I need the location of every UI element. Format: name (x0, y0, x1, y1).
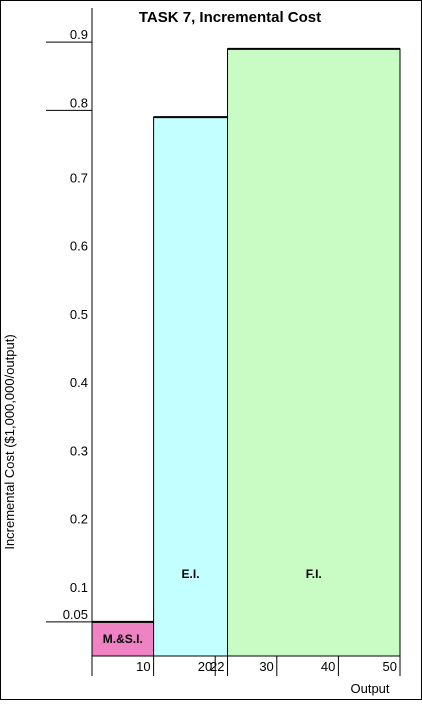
bar-label-1: E.I. (182, 567, 200, 581)
y-tick-label-0: 0.05 (63, 607, 88, 622)
y-tick-label-7: 0.7 (70, 171, 88, 186)
y-tick-label-8: 0.8 (70, 95, 88, 110)
y-tick-label-4: 0.4 (70, 375, 88, 390)
x-axis-label: Output (350, 681, 389, 696)
y-tick-label-3: 0.3 (70, 443, 88, 458)
y-tick-label-5: 0.5 (70, 307, 88, 322)
x-tick-label-0: 10 (136, 659, 150, 674)
bars-group: M.&S.I. E.I. F.I. (91, 48, 401, 657)
x-tick-label-2: 22 (210, 659, 224, 674)
y-ticks-group: 0.05 0.1 0.2 0.3 0.4 0.5 0.6 0.7 0.8 0.9 (46, 27, 400, 623)
bar-label-2: F.I. (306, 567, 322, 581)
x-tick-label-1: 20 (198, 659, 212, 674)
bar-2 (227, 48, 401, 657)
y-tick-label-2: 0.2 (70, 512, 88, 527)
bar-label-0: M.&S.I. (103, 632, 143, 646)
y-tick-label-1: 0.1 (70, 580, 88, 595)
bar-0 (91, 621, 155, 657)
x-tick-label-4: 40 (321, 659, 335, 674)
y-tick-label-9: 0.9 (70, 27, 88, 42)
x-tick-label-5: 50 (383, 659, 397, 674)
chart-title: TASK 7, Incremental Cost (139, 9, 321, 26)
y-tick-label-6: 0.6 (70, 239, 88, 254)
y-axis-label: Incremental Cost ($1,000,000/output) (2, 334, 17, 549)
x-tick-label-3: 30 (259, 659, 273, 674)
